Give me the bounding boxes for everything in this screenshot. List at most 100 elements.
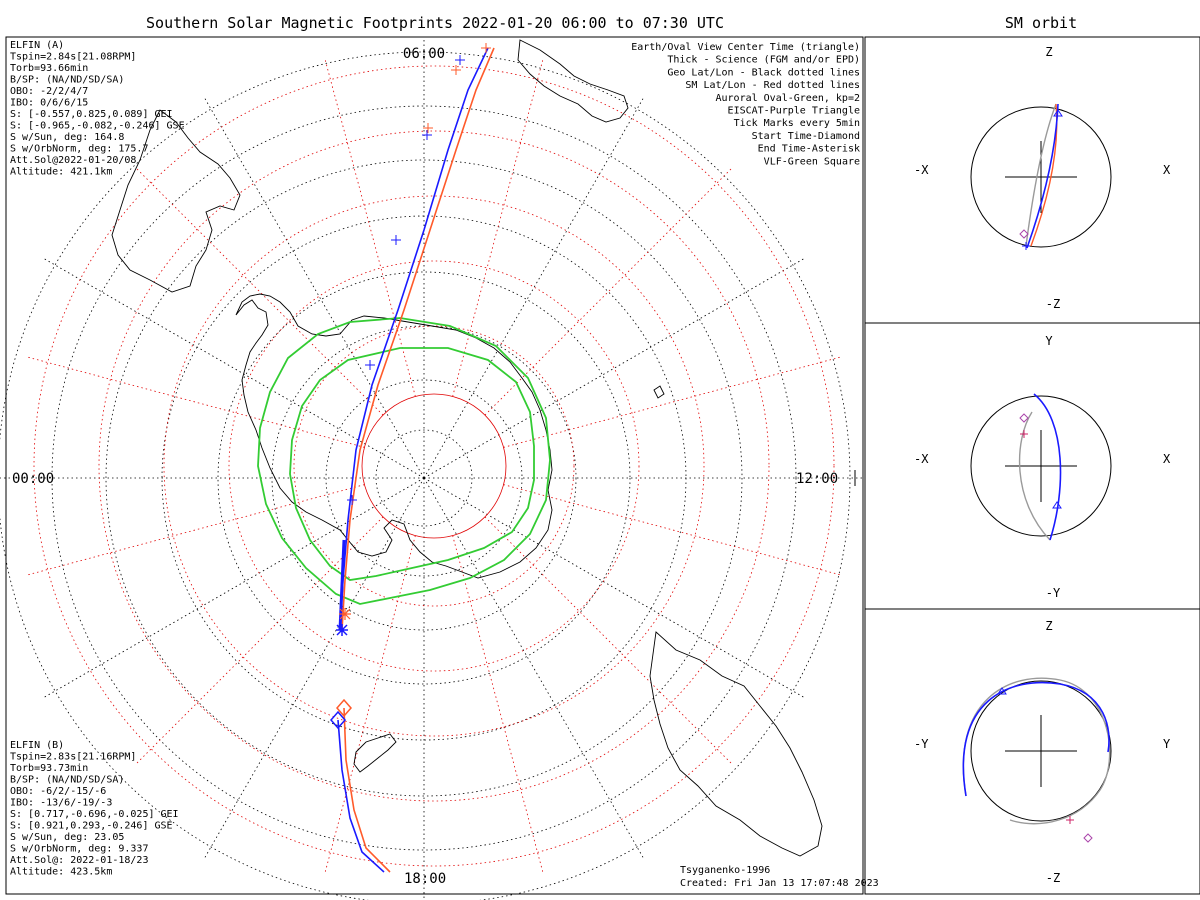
geo-latitude-circle	[0, 51, 851, 900]
sm-meridian	[452, 535, 544, 872]
probe-a-info-line: S: [-0.965,-0.082,-0.246] GSE	[10, 121, 185, 132]
axis-label-left: -Y	[914, 737, 929, 751]
time-label-right: 12:00	[796, 471, 838, 487]
africa-coast	[517, 39, 629, 123]
probe-b-info-line: S: [0.717,-0.696,-0.025] GEI	[10, 809, 179, 820]
probe-a-info-line: B/SP: (NA/ND/SD/SA)	[10, 75, 124, 86]
sm-meridian	[136, 168, 384, 416]
orbit-path-a	[1026, 103, 1059, 249]
coastlines	[111, 39, 823, 857]
probe-a-track-north	[339, 47, 489, 631]
legend-item: End Time-Asterisk	[758, 144, 860, 155]
australia-coast	[649, 631, 823, 857]
geo-meridian	[423, 96, 645, 479]
axis-label-left: -X	[914, 163, 929, 177]
probe-b-info-line: B/SP: (NA/ND/SD/SA)	[10, 775, 124, 786]
orbit-path-gray	[1018, 411, 1051, 541]
geo-latitude-circle	[375, 429, 473, 527]
polar-map	[0, 38, 864, 900]
probe-a-info: ELFIN (A)Tspin=2.84s[21.08RPM]Torb=93.66…	[10, 40, 185, 178]
sm-grid	[28, 60, 840, 872]
axis-label-top: Z	[1045, 45, 1052, 59]
probe-b-tick-mark	[423, 123, 433, 133]
probe-a-tick-mark	[422, 130, 432, 140]
probe-a-info-line: Torb=93.66min	[10, 63, 88, 74]
legend-item: EISCAT-Purple Triangle	[728, 106, 860, 117]
probe-b-info-line: IBO: -13/6/-19/-3	[10, 798, 112, 809]
orbit-path-gray	[962, 677, 1111, 825]
plot-title: Southern Solar Magnetic Footprints 2022-…	[146, 14, 724, 32]
map-frame	[5, 36, 864, 895]
axis-label-right: X	[1163, 163, 1171, 177]
sm-meridian	[452, 60, 544, 397]
axis-label-right: Y	[1163, 737, 1171, 751]
probe-a-info-line: Tspin=2.84s[21.08RPM]	[10, 52, 136, 63]
axis-label-top: Z	[1045, 619, 1052, 633]
probe-a-info-line: OBO: -2/2/4/7	[10, 86, 88, 97]
geo-latitude-circle	[217, 271, 631, 685]
south-america-coast	[111, 109, 241, 293]
geo-latitude-circle	[325, 379, 523, 577]
orbit-start-diamond	[1019, 229, 1029, 239]
orbit-title: SM orbit	[1005, 14, 1077, 32]
axis-label-top: Y	[1045, 334, 1053, 348]
probe-b-info-line: OBO: -6/2/-15/-6	[10, 786, 106, 797]
probe-a-start-diamond	[330, 710, 346, 730]
auroral-oval-inner	[289, 347, 535, 581]
orbit-start-diamond	[1019, 413, 1029, 423]
axis-label-bottom: -Y	[1046, 586, 1061, 600]
auroral-ovals	[257, 317, 551, 605]
time-label-left: 00:00	[12, 471, 54, 487]
probe-b-info-line: Altitude: 423.5km	[10, 867, 112, 878]
orbit-end-asterisk	[1066, 816, 1074, 824]
model-label: Tsyganenko-1996	[680, 865, 770, 876]
new-zealand-coast	[353, 733, 397, 773]
footprint-tracks	[330, 43, 495, 873]
kerguelen-coast	[653, 385, 665, 399]
earth-circle	[970, 106, 1112, 248]
sm-latitude-circle	[163, 195, 705, 737]
time-label-top: 06:00	[403, 46, 445, 62]
probe-b-info-line: S w/Sun, deg: 23.05	[10, 832, 124, 843]
orbit-panels: Z -Z -X X Y -Y -X X Z -Z -Y Y	[914, 45, 1171, 885]
sm-meridian	[324, 535, 416, 872]
sm-latitude-circle	[293, 325, 575, 607]
probe-a-info-line: ELFIN (A)	[10, 40, 64, 51]
earth-circle	[970, 680, 1112, 822]
orbit-path-gray	[1025, 103, 1057, 247]
orbit-panel-2: Y -Y -X X	[914, 334, 1171, 600]
time-label-bottom: 18:00	[404, 871, 446, 887]
auroral-oval-outer	[257, 317, 551, 605]
sm-meridian	[503, 484, 840, 576]
legend: Earth/Oval View Center Time (triangle) Th…	[631, 42, 860, 167]
sm-meridian	[503, 356, 840, 448]
sm-latitude-circle	[98, 130, 770, 802]
geo-meridian	[423, 477, 645, 860]
legend-item: VLF-Green Square	[764, 156, 860, 167]
geo-meridian	[423, 477, 806, 699]
orbit-path-a	[962, 681, 1110, 797]
axis-label-left: -X	[914, 452, 929, 466]
probe-b-tick-mark	[451, 65, 461, 75]
probe-b-end-asterisk	[339, 608, 351, 620]
sm-meridian	[136, 516, 384, 764]
legend-item: SM Lat/Lon - Red dotted lines	[685, 80, 860, 91]
probe-a-info-line: S: [-0.557,0.825,0.089] GEI	[10, 109, 173, 120]
geo-meridian	[203, 96, 425, 479]
probe-a-info-line: S w/Sun, deg: 164.8	[10, 132, 124, 143]
probe-b-info-line: S: [0.921,0.293,-0.246] GSE	[10, 821, 173, 832]
probe-a-tick-mark	[347, 495, 357, 505]
probe-b-info: ELFIN (B)Tspin=2.83s[21.16RPM]Torb=93.73…	[10, 740, 179, 878]
sm-meridian	[324, 60, 416, 397]
orbit-view-triangle	[1052, 501, 1062, 509]
probe-a-science-segment	[338, 539, 346, 631]
geo-grid	[0, 38, 864, 900]
orbit-view-triangle	[1053, 109, 1063, 117]
probe-a-info-line: IBO: 0/6/6/15	[10, 98, 88, 109]
probe-a-info-line: S w/OrbNorm, deg: 175.7	[10, 144, 148, 155]
orbit-frame	[864, 36, 1200, 895]
axis-label-bottom: -Z	[1046, 297, 1060, 311]
legend-item: Start Time-Diamond	[752, 131, 860, 142]
axis-label-right: X	[1163, 452, 1171, 466]
